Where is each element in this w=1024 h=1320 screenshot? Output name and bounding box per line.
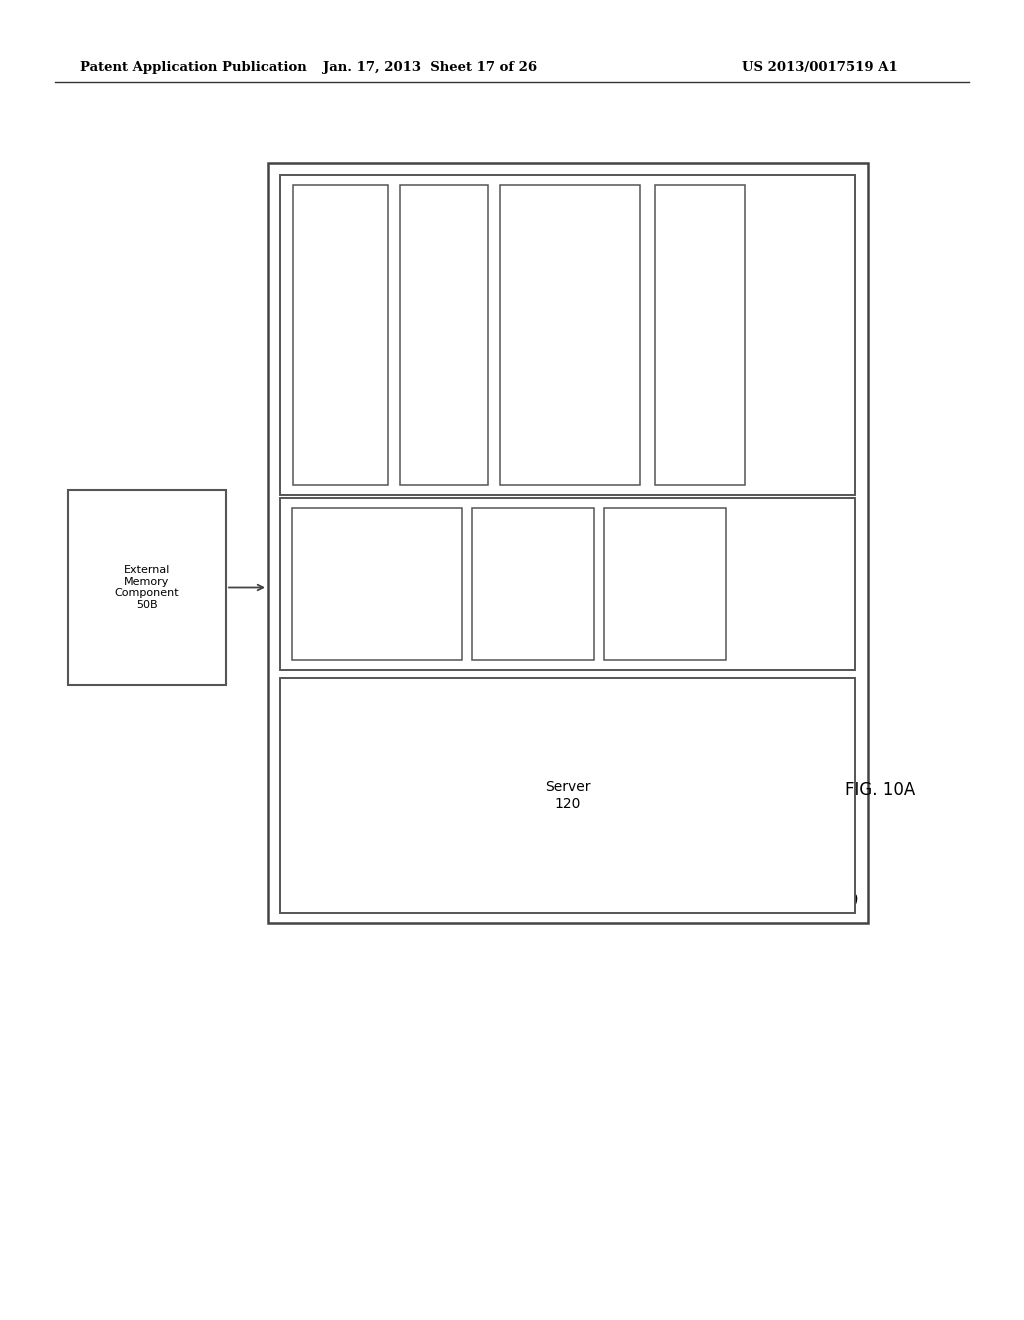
Bar bbox=[292, 508, 462, 660]
Bar bbox=[280, 176, 855, 495]
Bar bbox=[268, 162, 868, 923]
Bar bbox=[400, 185, 488, 484]
Text: System 10: System 10 bbox=[739, 894, 858, 913]
Bar bbox=[280, 678, 855, 913]
Bar bbox=[500, 185, 640, 484]
Bar bbox=[293, 185, 388, 484]
Bar bbox=[655, 185, 745, 484]
Text: Jan. 17, 2013  Sheet 17 of 26: Jan. 17, 2013 Sheet 17 of 26 bbox=[323, 62, 537, 74]
Text: Messaging Component
100: Messaging Component 100 bbox=[330, 279, 351, 391]
Bar bbox=[604, 508, 726, 660]
Bar bbox=[280, 498, 855, 671]
Text: External
Memory
Component
50B: External Memory Component 50B bbox=[115, 565, 179, 610]
Bar bbox=[68, 490, 226, 685]
Text: Output
Component
70: Output Component 70 bbox=[503, 568, 563, 601]
Text: Filtering Component
60: Filtering Component 60 bbox=[433, 285, 455, 384]
Text: Internal User-Specific
Information Component
90B: Internal User-Specific Information Compo… bbox=[553, 277, 587, 393]
Text: User Log
110: User Log 110 bbox=[642, 573, 688, 595]
Text: FIG. 10A: FIG. 10A bbox=[845, 781, 915, 799]
Text: Patent Application Publication: Patent Application Publication bbox=[80, 62, 307, 74]
Bar bbox=[472, 508, 594, 660]
Text: US 2013/0017519 A1: US 2013/0017519 A1 bbox=[742, 62, 898, 74]
Text: User Interface Component
80: User Interface Component 80 bbox=[689, 271, 711, 400]
Text: Server
120: Server 120 bbox=[545, 780, 590, 810]
Text: External
Memory
Accessing
Component
40: External Memory Accessing Component 40 bbox=[347, 556, 408, 612]
